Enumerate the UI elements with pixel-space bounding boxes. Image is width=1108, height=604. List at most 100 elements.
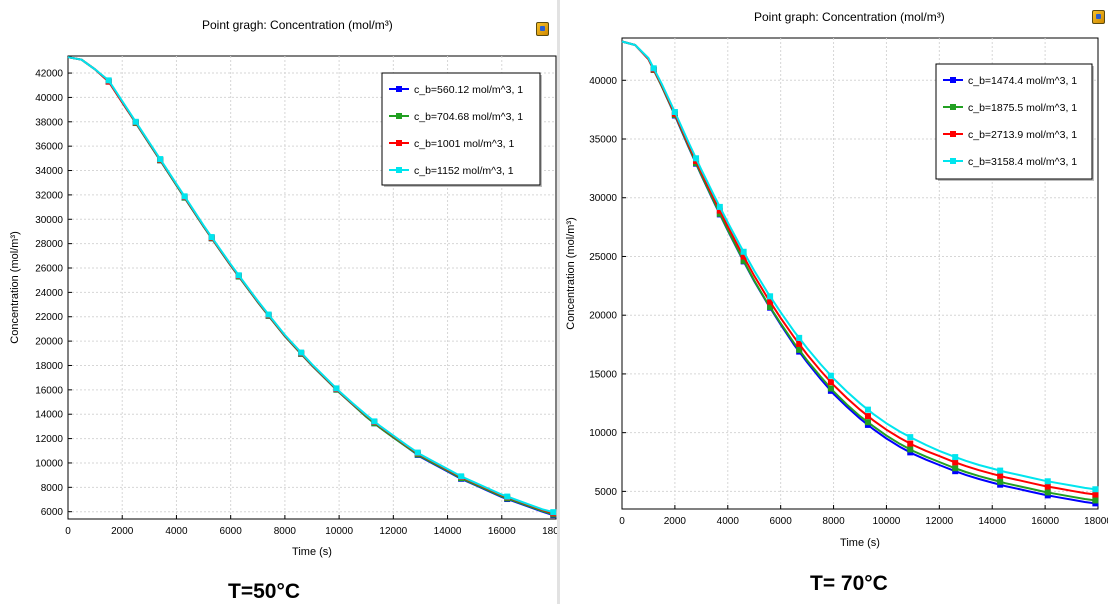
x-axis-label: Time (s) — [840, 537, 880, 549]
y-tick-label: 42000 — [35, 69, 63, 80]
y-tick-label: 20000 — [35, 337, 63, 348]
series-marker — [458, 473, 465, 480]
series-marker — [1044, 478, 1051, 485]
x-tick-label: 8000 — [822, 516, 845, 527]
x-tick-label: 18000 — [1084, 516, 1108, 527]
series-marker — [132, 118, 139, 125]
series-marker — [952, 459, 959, 466]
series-marker — [864, 419, 871, 426]
series-marker — [504, 493, 511, 500]
legend-marker — [396, 113, 402, 119]
chart-panel-70c: Point graph: Concentration (mol/m³) 0 200… — [560, 0, 1108, 604]
series-marker — [907, 446, 914, 453]
series-marker — [671, 108, 678, 115]
legend-box — [935, 63, 1093, 180]
line-chart-70c: 0 2000 4000 6000 8000 10000 12000 14000 16000 180… — [565, 37, 1108, 549]
series-marker — [740, 253, 747, 260]
legend-marker — [950, 131, 956, 137]
y-tick-label: 18000 — [35, 361, 63, 372]
x-tick-label: 16000 — [488, 526, 516, 537]
y-tick-label: 40000 — [589, 76, 617, 87]
series-marker — [716, 203, 723, 210]
series-marker — [1044, 483, 1051, 490]
series-marker — [796, 346, 803, 353]
series-marker — [414, 449, 421, 456]
series-marker — [716, 207, 723, 214]
series-marker — [1092, 491, 1099, 498]
y-tick-label: 28000 — [35, 239, 63, 250]
series-marker — [1092, 486, 1099, 493]
legend-marker — [396, 86, 402, 92]
camera-icon[interactable] — [1092, 10, 1105, 24]
legend-marker — [950, 77, 956, 83]
legend-label: c_b=3158.4 mol/m^3, 1 — [968, 156, 1077, 168]
y-tick-label: 8000 — [41, 483, 64, 494]
series-marker — [740, 248, 747, 255]
x-axis-label: Time (s) — [292, 546, 332, 558]
series-line-3 — [621, 40, 1099, 496]
panel-divider — [557, 0, 560, 604]
series-marker — [181, 193, 188, 200]
y-tick-label: 10000 — [589, 428, 617, 439]
x-tick-label: 14000 — [434, 526, 462, 537]
series-marker — [1092, 497, 1099, 504]
legend-marker — [950, 158, 956, 164]
series-marker — [997, 467, 1004, 474]
chart-title: Point gragh: Concentration (mol/m³) — [202, 18, 393, 32]
series-marker — [265, 311, 272, 318]
y-tick-label: 5000 — [595, 487, 618, 498]
x-tick-label: 10000 — [325, 526, 353, 537]
chart-title: Point graph: Concentration (mol/m³) — [754, 10, 945, 24]
x-tick-label: 6000 — [220, 526, 243, 537]
legend-label: c_b=1474.4 mol/m^3, 1 — [968, 75, 1077, 87]
y-tick-label: 26000 — [35, 264, 63, 275]
y-tick-label: 10000 — [35, 458, 63, 469]
x-tick-label: 0 — [619, 516, 625, 527]
series-marker — [907, 440, 914, 447]
series-marker — [827, 372, 834, 379]
x-tick-label: 10000 — [873, 516, 901, 527]
series-marker — [693, 155, 700, 162]
y-tick-label: 12000 — [35, 434, 63, 445]
y-tick-label: 30000 — [589, 193, 617, 204]
x-tick-label: 8000 — [274, 526, 297, 537]
series-marker — [767, 298, 774, 305]
series-marker — [864, 413, 871, 420]
legend-label: c_b=560.12 mol/m^3, 1 — [414, 84, 523, 96]
y-tick-label: 20000 — [589, 311, 617, 322]
x-tick-label: 4000 — [717, 516, 740, 527]
x-tick-label: 18000 — [542, 526, 570, 537]
series-line-4 — [621, 40, 1099, 491]
y-tick-label: 14000 — [35, 410, 63, 421]
x-tick-label: 4000 — [165, 526, 188, 537]
x-tick-label: 12000 — [379, 526, 407, 537]
series-marker — [550, 509, 557, 516]
series-marker — [157, 156, 164, 163]
camera-icon[interactable] — [536, 22, 549, 36]
series-marker — [767, 303, 774, 310]
series-marker — [864, 406, 871, 413]
x-tick-label: 6000 — [770, 516, 793, 527]
x-tick-label: 0 — [65, 526, 71, 537]
series-marker — [952, 465, 959, 472]
y-tick-label: 38000 — [35, 117, 63, 128]
x-tick-label: 14000 — [978, 516, 1006, 527]
y-tick-label: 22000 — [35, 312, 63, 323]
series-marker — [105, 77, 112, 84]
series-marker — [827, 379, 834, 386]
series-marker — [796, 334, 803, 341]
x-tick-label: 2000 — [664, 516, 687, 527]
series-marker — [235, 272, 242, 279]
series-line-4 — [67, 56, 557, 514]
legend-box — [381, 72, 541, 186]
x-tick-label: 2000 — [111, 526, 134, 537]
legend-marker — [950, 104, 956, 110]
series-marker — [333, 385, 340, 392]
y-tick-label: 6000 — [41, 507, 64, 518]
series-marker — [650, 65, 657, 72]
line-chart-50c: 0 2000 4000 6000 8000 10000 12000 14000 16000 180… — [9, 55, 570, 558]
y-axis-label: Concentration (mol/m³) — [9, 231, 21, 343]
series-marker — [208, 234, 215, 241]
y-tick-label: 15000 — [589, 369, 617, 380]
series-marker — [952, 454, 959, 461]
